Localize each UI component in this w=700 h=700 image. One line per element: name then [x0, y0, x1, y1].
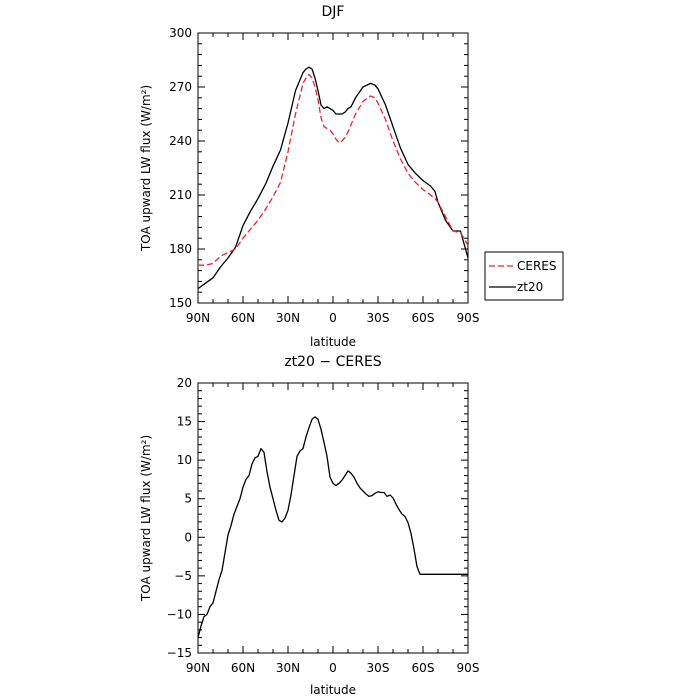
x-tick-label: 60N: [231, 311, 255, 325]
y-tick-label: 240: [169, 134, 192, 148]
y-axis-label: TOA upward LW flux (W/m²): [139, 85, 153, 252]
x-tick-label: 30S: [367, 311, 390, 325]
y-tick-label: 15: [177, 415, 192, 429]
y-axis-label: TOA upward LW flux (W/m²): [139, 435, 153, 602]
plot-frame: [197, 382, 469, 654]
plot-frame: [197, 32, 469, 304]
x-tick-label: 30S: [367, 661, 390, 675]
x-tick-label: 90N: [186, 311, 210, 325]
x-tick-label: 60N: [231, 661, 255, 675]
x-tick-label: 90N: [186, 661, 210, 675]
x-tick-label: 90S: [457, 661, 480, 675]
axis-ticks: 90N 60N 30N 0 30S 60S 90S −15 −10 −5 0 5 10 15 20: [167, 376, 480, 675]
x-tick-label: 0: [329, 661, 337, 675]
legend: CERES zt20: [484, 251, 564, 301]
x-tick-label: 30N: [276, 311, 300, 325]
y-tick-label: −10: [167, 607, 192, 621]
y-tick-label: 5: [184, 492, 192, 506]
series-line-zt20: [197, 66, 469, 290]
y-tick-label: 20: [177, 376, 192, 390]
series-line-difference: [197, 416, 468, 638]
y-tick-label: 10: [177, 453, 192, 467]
top-panel: DJF latitude TOA upward LW flux (W/m²) 9…: [139, 4, 564, 349]
y-tick-label: 180: [169, 242, 192, 256]
chart-title: zt20 − CERES: [284, 354, 381, 370]
legend-label-zt20: zt20: [517, 280, 543, 294]
x-tick-label: 60S: [412, 311, 435, 325]
series-lines: [197, 416, 468, 638]
axis-ticks: 90N 60N 30N 0 30S 60S 90S 150 180 210 240 270 300: [169, 26, 479, 325]
y-tick-label: 150: [169, 296, 192, 310]
y-tick-label: 300: [169, 26, 192, 40]
x-tick-label: 30N: [276, 661, 300, 675]
y-tick-label: 210: [169, 188, 192, 202]
bottom-panel: zt20 − CERES latitude TOA upward LW flux…: [139, 354, 479, 697]
x-tick-label: 90S: [457, 311, 480, 325]
chart-title: DJF: [322, 4, 345, 20]
series-lines: [197, 66, 469, 290]
y-tick-label: 0: [184, 530, 192, 544]
legend-label-ceres: CERES: [517, 259, 557, 273]
x-axis-label: latitude: [310, 683, 356, 697]
legend-box: [484, 251, 564, 301]
x-tick-label: 60S: [412, 661, 435, 675]
x-tick-label: 0: [329, 311, 337, 325]
series-line-ceres: [198, 73, 469, 266]
y-tick-label: −5: [174, 569, 192, 583]
y-tick-label: 270: [169, 80, 192, 94]
y-tick-label: −15: [167, 646, 192, 660]
x-axis-label: latitude: [310, 335, 356, 349]
